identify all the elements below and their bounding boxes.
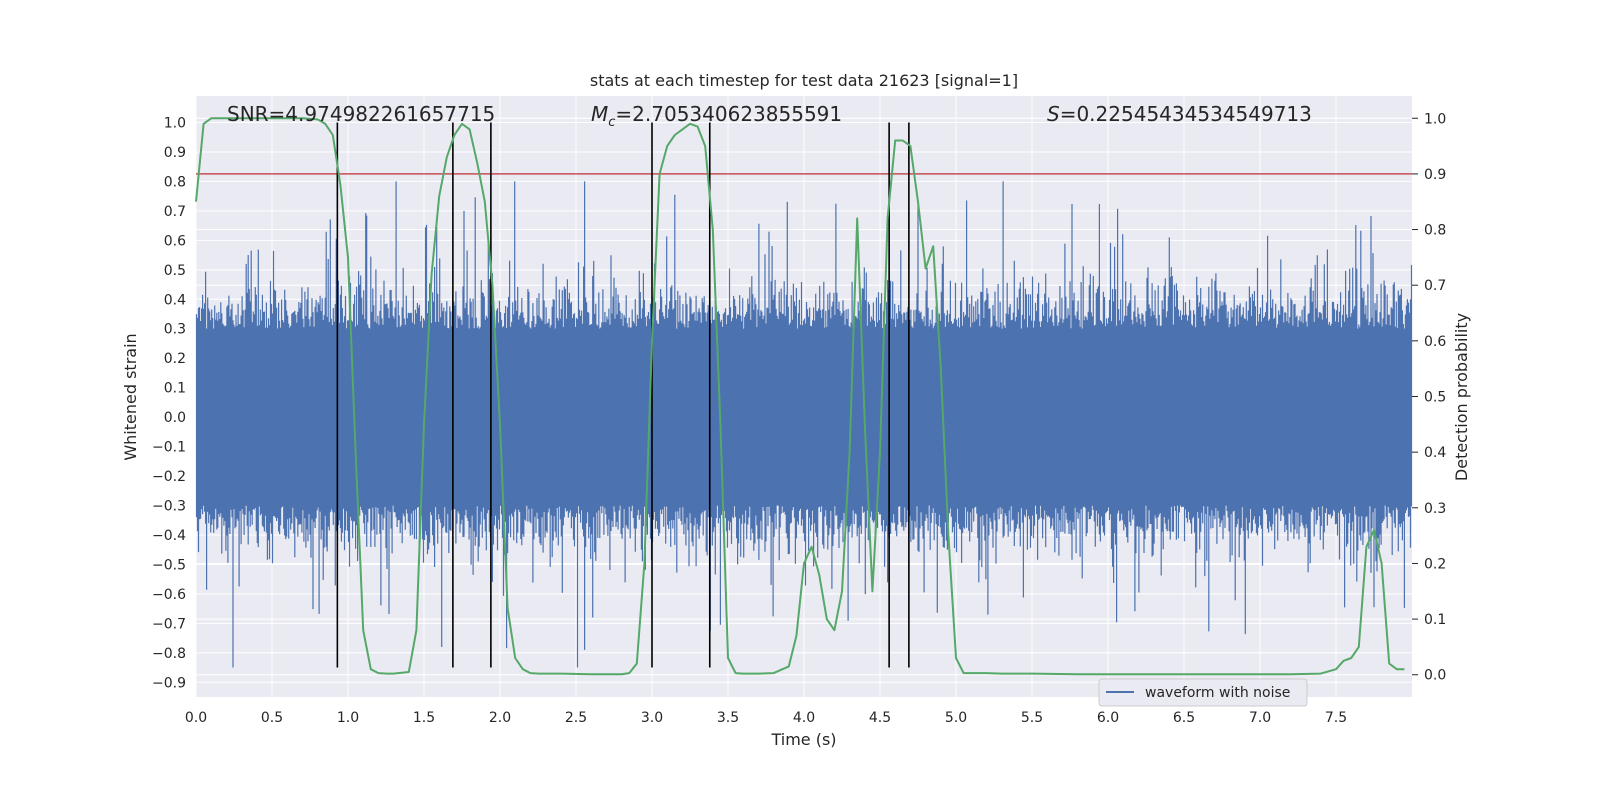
x-tick-label: 6.5 bbox=[1173, 710, 1195, 726]
y-tick-label: −0.2 bbox=[152, 469, 186, 485]
y-tick-label: −0.3 bbox=[152, 499, 186, 515]
x-tick-label: 6.0 bbox=[1097, 710, 1119, 726]
y-tick-label: 0.1 bbox=[164, 381, 186, 397]
x-tick-label: 2.5 bbox=[565, 710, 587, 726]
x-tick-label: 4.5 bbox=[869, 710, 891, 726]
waveform-series bbox=[195, 181, 1413, 668]
snr-annotation: SNR=4.974982261657715 bbox=[227, 102, 495, 126]
probability-line bbox=[195, 117, 1405, 676]
y-tick-label: 0.9 bbox=[164, 145, 186, 161]
y-tick-label: −0.6 bbox=[152, 587, 186, 603]
x-tick-label: 5.5 bbox=[1021, 710, 1043, 726]
mc-value: =2.705340623855591 bbox=[615, 102, 842, 126]
y-axis-label: Whitened strain bbox=[121, 333, 140, 460]
mc-subscript: c bbox=[608, 115, 615, 130]
x-tick-label: 1.5 bbox=[413, 710, 435, 726]
x-tick-label: 1.0 bbox=[337, 710, 359, 726]
vertical-markers bbox=[336, 122, 910, 668]
mc-symbol: M bbox=[591, 102, 608, 126]
y2-tick-label: 1.0 bbox=[1424, 111, 1446, 127]
mc-annotation: Mc=2.705340623855591 bbox=[591, 102, 842, 130]
axes: 0.0 0.5 1.0 1.5 2.0 2.5 3.0 3.5 4.0 4.5 5.0 5.5 6.0 6… bbox=[152, 111, 1446, 726]
y2-tick-label: 0.5 bbox=[1424, 390, 1446, 406]
y-tick-label: 0.3 bbox=[164, 322, 186, 338]
y2-tick-label: 0.9 bbox=[1424, 167, 1446, 183]
y-tick-label: 0.0 bbox=[164, 410, 186, 426]
chart-title: stats at each timestep for test data 216… bbox=[590, 71, 1018, 90]
legend-label: waveform with noise bbox=[1145, 685, 1290, 701]
y2-tick-label: 0.6 bbox=[1424, 334, 1446, 350]
y-tick-label: 0.8 bbox=[164, 174, 186, 190]
x-tick-label: 3.5 bbox=[717, 710, 739, 726]
y-tick-label: 0.6 bbox=[164, 233, 186, 249]
legend-box bbox=[1098, 678, 1308, 707]
y-tick-label: −0.5 bbox=[152, 557, 186, 573]
y2-tick-label: 0.8 bbox=[1424, 223, 1446, 239]
y2-tick-label: 0.4 bbox=[1424, 445, 1446, 461]
y-tick-label: 0.7 bbox=[164, 204, 186, 220]
y-tick-label: −0.8 bbox=[152, 646, 186, 662]
s-annotation: S=0.22545434534549713 bbox=[1047, 102, 1312, 126]
y2-tick-label: 0.0 bbox=[1424, 668, 1446, 684]
y2-tick-label: 0.3 bbox=[1424, 501, 1446, 517]
y-tick-label: −0.1 bbox=[152, 440, 186, 456]
y2-tick-label: 0.7 bbox=[1424, 278, 1446, 294]
y-tick-label: −0.4 bbox=[152, 528, 186, 544]
x-axis-label: Time (s) bbox=[770, 730, 836, 749]
probability-series bbox=[195, 117, 1405, 676]
x-tick-label: 7.0 bbox=[1249, 710, 1271, 726]
x-tick-label: 2.0 bbox=[489, 710, 511, 726]
y-tick-label: −0.7 bbox=[152, 616, 186, 632]
x-tick-label: 5.0 bbox=[945, 710, 967, 726]
x-tick-label: 3.0 bbox=[641, 710, 663, 726]
legend: waveform with noise bbox=[1098, 678, 1308, 707]
s-symbol: S bbox=[1047, 102, 1060, 126]
x-tick-label: 0.5 bbox=[261, 710, 283, 726]
y-tick-label: −0.9 bbox=[152, 675, 186, 691]
y-tick-label: 0.5 bbox=[164, 263, 186, 279]
y2-tick-label: 0.2 bbox=[1424, 556, 1446, 572]
s-value: =0.22545434534549713 bbox=[1060, 102, 1312, 126]
waveform-line bbox=[195, 181, 1413, 668]
y-tick-label: 0.4 bbox=[164, 292, 186, 308]
y2-tick-label: 0.1 bbox=[1424, 612, 1446, 628]
y-tick-label: 1.0 bbox=[164, 116, 186, 132]
x-tick-label: 4.0 bbox=[793, 710, 815, 726]
y-tick-label: 0.2 bbox=[164, 351, 186, 367]
x-tick-label: 7.5 bbox=[1325, 710, 1347, 726]
x-tick-label: 0.0 bbox=[185, 710, 207, 726]
y2-axis-label: Detection probability bbox=[1452, 313, 1471, 481]
